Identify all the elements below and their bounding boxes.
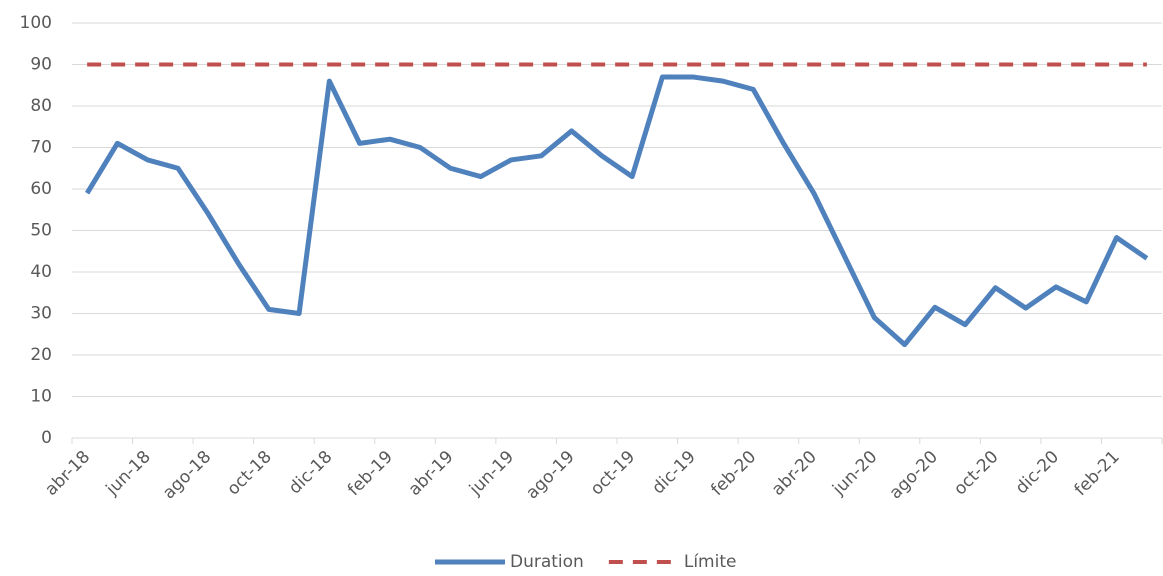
x-tick-label: jun-20 — [828, 447, 881, 500]
legend-label: Duration — [510, 552, 584, 572]
x-tick-label: jun-19 — [465, 447, 518, 500]
y-tick-label: 0 — [41, 428, 52, 448]
x-tick-label: dic-20 — [1012, 447, 1063, 498]
legend-label: Límite — [684, 552, 737, 572]
x-tick-label: ago-18 — [159, 447, 215, 503]
x-tick-label: dic-19 — [648, 447, 699, 498]
x-tick-label: feb-19 — [344, 447, 397, 500]
line-series — [85, 74, 1149, 348]
y-tick-label: 100 — [20, 13, 52, 33]
x-tick-label: abr-19 — [405, 447, 458, 500]
x-tick-label: feb-20 — [707, 447, 760, 500]
y-tick-label: 50 — [30, 221, 52, 241]
x-tick-label: ago-19 — [522, 447, 578, 503]
y-tick-label: 80 — [30, 96, 52, 116]
y-tick-label: 30 — [30, 304, 52, 324]
y-tick-label: 10 — [30, 387, 52, 407]
x-tick-label: feb-21 — [1071, 447, 1124, 500]
x-tick-label: oct-20 — [950, 447, 1002, 499]
x-tick-label: abr-20 — [768, 447, 821, 500]
y-tick-label: 20 — [30, 345, 52, 365]
x-tick-label: oct-19 — [587, 447, 639, 499]
x-tick-label: abr-18 — [41, 447, 94, 500]
x-tick-label: ago-20 — [886, 447, 942, 503]
x-tick-label: dic-18 — [285, 447, 336, 498]
y-tick-label: 40 — [30, 262, 52, 282]
y-tick-label: 90 — [30, 55, 52, 75]
x-tick-label: jun-18 — [102, 447, 155, 500]
y-tick-label: 70 — [30, 138, 52, 158]
x-tick-label: oct-18 — [223, 447, 275, 499]
y-tick-label: 60 — [30, 179, 52, 199]
